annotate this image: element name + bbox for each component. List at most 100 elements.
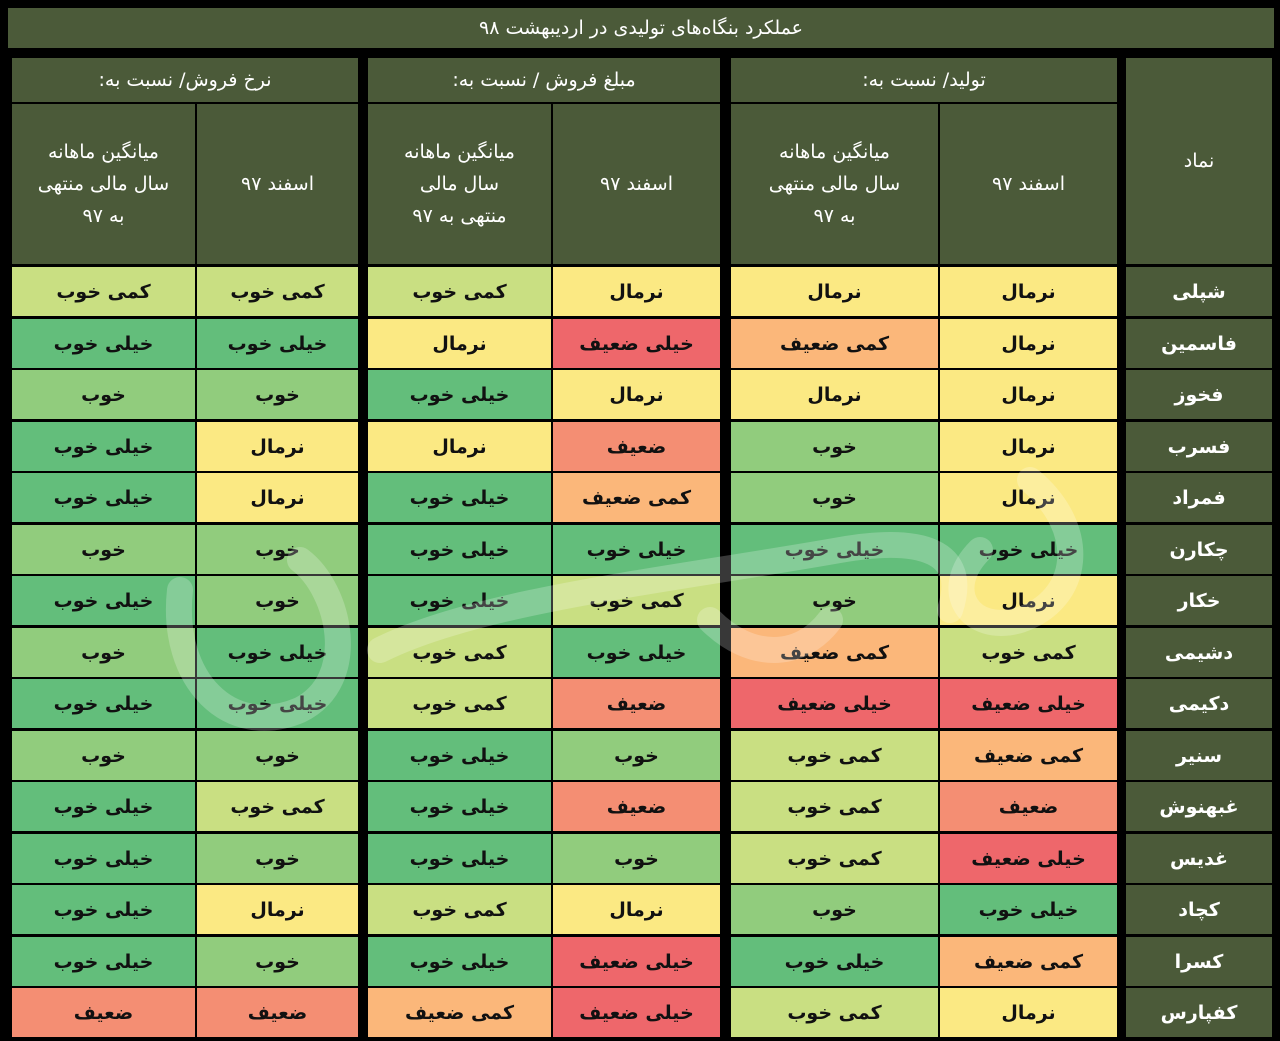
rating-cell-rate-esfand: نرمال — [197, 473, 358, 522]
rating-cell-prod-esfand: ضعیف — [940, 782, 1117, 831]
rating-cell-rate-esfand: خوب — [197, 731, 358, 780]
rating-cell-sales-average: خیلی خوب — [368, 834, 551, 883]
rating-cell-rate-average: خیلی خوب — [12, 576, 195, 625]
rating-cell-prod-average: کمی ضعیف — [731, 319, 938, 368]
rating-cell-sales-esfand: ضعیف — [553, 422, 720, 471]
rating-cell-rate-average: خیلی خوب — [12, 834, 195, 883]
symbol-cell: دشیمی — [1126, 628, 1272, 677]
rating-cell-prod-esfand: نرمال — [940, 370, 1117, 419]
rating-cell-rate-average: خوب — [12, 370, 195, 419]
rating-cell-prod-average: خیلی خوب — [731, 525, 938, 574]
rating-cell-prod-esfand: خیلی ضعیف — [940, 834, 1117, 883]
rating-cell-sales-esfand: خوب — [553, 731, 720, 780]
rating-cell-sales-esfand: نرمال — [553, 370, 720, 419]
rating-cell-prod-esfand: نرمال — [940, 422, 1117, 471]
subheader-rate-esfand: اسفند ۹۷ — [197, 104, 358, 264]
rating-cell-rate-average: خیلی خوب — [12, 319, 195, 368]
rating-cell-rate-esfand: خیلی خوب — [197, 319, 358, 368]
rating-cell-rate-esfand: کمی خوب — [197, 782, 358, 831]
rating-cell-rate-esfand: خوب — [197, 834, 358, 883]
rating-cell-rate-average: کمی خوب — [12, 267, 195, 316]
rating-cell-rate-average: خوب — [12, 525, 195, 574]
rating-cell-sales-average: خیلی خوب — [368, 576, 551, 625]
symbol-cell: کچاد — [1126, 885, 1272, 934]
symbol-cell: کسرا — [1126, 937, 1272, 986]
rating-cell-sales-average: خیلی خوب — [368, 370, 551, 419]
rating-cell-prod-average: خوب — [731, 576, 938, 625]
rating-cell-rate-esfand: خوب — [197, 576, 358, 625]
rating-cell-rate-average: خیلی خوب — [12, 473, 195, 522]
table-title: عملکرد بنگاه‌های تولیدی در اردیبهشت ۹۸ — [8, 8, 1274, 48]
rating-cell-prod-esfand: کمی خوب — [940, 628, 1117, 677]
subheader-sales-average: میانگین ماهانه سال مالی منتهی به ۹۷ — [368, 104, 551, 264]
rating-cell-prod-esfand: نرمال — [940, 319, 1117, 368]
symbol-cell: غدیس — [1126, 834, 1272, 883]
subheader-sales-esfand: اسفند ۹۷ — [553, 104, 720, 264]
rating-cell-sales-average: نرمال — [368, 422, 551, 471]
group-header-production: تولید/ نسبت به: — [731, 58, 1117, 102]
rating-cell-prod-esfand: خیلی ضعیف — [940, 679, 1117, 728]
rating-cell-sales-average: کمی خوب — [368, 628, 551, 677]
rating-cell-rate-esfand: خوب — [197, 937, 358, 986]
rating-cell-rate-average: خوب — [12, 731, 195, 780]
rating-cell-sales-average: کمی خوب — [368, 267, 551, 316]
rating-cell-sales-esfand: خیلی خوب — [553, 525, 720, 574]
rating-cell-prod-esfand: نرمال — [940, 473, 1117, 522]
rating-cell-prod-average: خوب — [731, 422, 938, 471]
rating-cell-sales-average: خیلی خوب — [368, 731, 551, 780]
rating-cell-sales-esfand: خیلی ضعیف — [553, 988, 720, 1037]
rating-cell-prod-average: خوب — [731, 885, 938, 934]
subheader-rate-average: میانگین ماهانه سال مالی منتهی به ۹۷ — [12, 104, 195, 264]
rating-cell-rate-esfand: نرمال — [197, 422, 358, 471]
rating-cell-rate-esfand: خوب — [197, 370, 358, 419]
rating-cell-prod-esfand: کمی ضعیف — [940, 731, 1117, 780]
symbol-cell: فاسمین — [1126, 319, 1272, 368]
rating-cell-rate-average: خیلی خوب — [12, 885, 195, 934]
rating-cell-rate-esfand: خیلی خوب — [197, 679, 358, 728]
rating-cell-prod-average: کمی خوب — [731, 731, 938, 780]
rating-cell-rate-esfand: ضعیف — [197, 988, 358, 1037]
rating-cell-sales-average: کمی خوب — [368, 885, 551, 934]
rating-cell-sales-esfand: نرمال — [553, 885, 720, 934]
rating-cell-prod-average: کمی خوب — [731, 988, 938, 1037]
rating-cell-sales-esfand: کمی خوب — [553, 576, 720, 625]
rating-cell-rate-average: خیلی خوب — [12, 782, 195, 831]
rating-cell-rate-esfand: کمی خوب — [197, 267, 358, 316]
rating-cell-rate-esfand: خیلی خوب — [197, 628, 358, 677]
rating-cell-prod-esfand: نرمال — [940, 988, 1117, 1037]
rating-cell-prod-average: نرمال — [731, 267, 938, 316]
rating-cell-sales-esfand: کمی ضعیف — [553, 473, 720, 522]
subheader-prod-average: میانگین ماهانه سال مالی منتهی به ۹۷ — [731, 104, 938, 264]
rating-cell-rate-average: خیلی خوب — [12, 422, 195, 471]
rating-cell-prod-average: نرمال — [731, 370, 938, 419]
symbol-cell: شپلی — [1126, 267, 1272, 316]
rating-cell-sales-average: خیلی خوب — [368, 937, 551, 986]
subheader-prod-esfand: اسفند ۹۷ — [940, 104, 1117, 264]
rating-cell-prod-average: کمی ضعیف — [731, 628, 938, 677]
rating-cell-sales-average: کمی خوب — [368, 679, 551, 728]
rating-cell-sales-esfand: خیلی ضعیف — [553, 319, 720, 368]
rating-cell-prod-average: خیلی خوب — [731, 937, 938, 986]
rating-cell-rate-average: خوب — [12, 628, 195, 677]
rating-cell-prod-esfand: نرمال — [940, 576, 1117, 625]
rating-cell-prod-average: کمی خوب — [731, 834, 938, 883]
symbol-cell: کفپارس — [1126, 988, 1272, 1037]
rating-cell-sales-esfand: خوب — [553, 834, 720, 883]
rating-cell-sales-average: نرمال — [368, 319, 551, 368]
rating-cell-prod-esfand: نرمال — [940, 267, 1117, 316]
rating-cell-sales-esfand: نرمال — [553, 267, 720, 316]
rating-cell-sales-average: خیلی خوب — [368, 473, 551, 522]
symbol-cell: فمراد — [1126, 473, 1272, 522]
rating-cell-sales-esfand: ضعیف — [553, 782, 720, 831]
rating-cell-prod-esfand: خیلی خوب — [940, 885, 1117, 934]
rating-cell-rate-average: خیلی خوب — [12, 679, 195, 728]
symbol-cell: فخوز — [1126, 370, 1272, 419]
rating-cell-prod-esfand: کمی ضعیف — [940, 937, 1117, 986]
rating-cell-sales-esfand: خیلی خوب — [553, 628, 720, 677]
rating-cell-sales-esfand: ضعیف — [553, 679, 720, 728]
symbol-cell: چکارن — [1126, 525, 1272, 574]
rating-cell-prod-average: خوب — [731, 473, 938, 522]
rating-cell-rate-average: خیلی خوب — [12, 937, 195, 986]
rating-cell-sales-average: کمی ضعیف — [368, 988, 551, 1037]
rating-cell-rate-average: ضعیف — [12, 988, 195, 1037]
